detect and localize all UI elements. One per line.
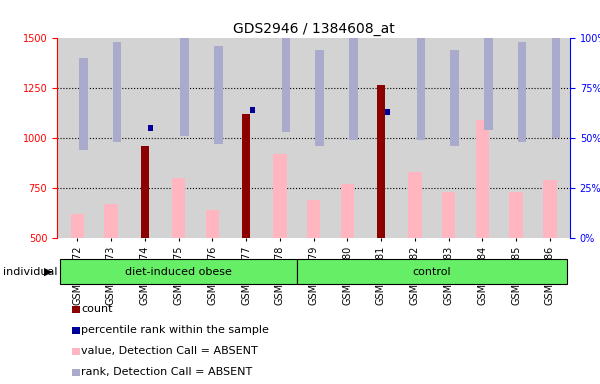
- Bar: [61, 259, 296, 284]
- Text: percentile rank within the sample: percentile rank within the sample: [81, 325, 269, 335]
- Bar: [250, 107, 254, 113]
- Bar: [148, 125, 154, 131]
- Bar: [172, 178, 185, 238]
- Bar: [518, 42, 526, 142]
- Text: rank, Detection Call = ABSENT: rank, Detection Call = ABSENT: [81, 367, 253, 377]
- Bar: [451, 50, 459, 146]
- Bar: [242, 114, 250, 238]
- Bar: [140, 146, 149, 238]
- Text: control: control: [412, 266, 451, 277]
- Bar: [408, 172, 421, 238]
- Bar: [543, 180, 557, 238]
- Bar: [281, 22, 290, 132]
- Bar: [442, 192, 455, 238]
- Bar: [341, 184, 354, 238]
- Bar: [214, 46, 223, 144]
- Bar: [509, 192, 523, 238]
- Bar: [551, 35, 560, 138]
- Title: GDS2946 / 1384608_at: GDS2946 / 1384608_at: [233, 22, 394, 36]
- Text: individual: individual: [3, 267, 58, 277]
- Bar: [296, 259, 566, 284]
- Bar: [377, 85, 385, 238]
- Bar: [416, 38, 425, 140]
- Bar: [385, 109, 389, 115]
- Bar: [181, 30, 189, 136]
- Bar: [349, 38, 358, 140]
- Text: diet-induced obese: diet-induced obese: [125, 266, 232, 277]
- Bar: [476, 120, 489, 238]
- Bar: [71, 214, 84, 238]
- Bar: [273, 154, 287, 238]
- Bar: [113, 42, 121, 142]
- Bar: [484, 18, 493, 130]
- Bar: [104, 204, 118, 238]
- Bar: [205, 210, 219, 238]
- Bar: [307, 200, 320, 238]
- Bar: [79, 58, 88, 150]
- Bar: [316, 50, 324, 146]
- Text: ▶: ▶: [44, 267, 52, 277]
- Text: value, Detection Call = ABSENT: value, Detection Call = ABSENT: [81, 346, 258, 356]
- Text: count: count: [81, 304, 113, 314]
